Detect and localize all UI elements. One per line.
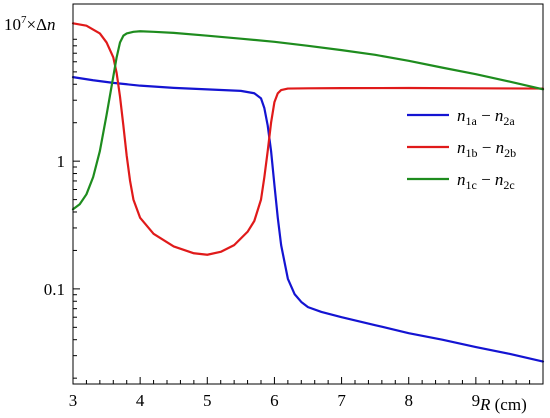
series-line-a <box>71 76 545 363</box>
y-axis-label-var: n <box>47 15 56 34</box>
y-axis-label: 107×Δn <box>4 14 56 34</box>
legend-item-a: n1a − n2a <box>407 106 515 128</box>
legend-label-part: − <box>478 138 496 157</box>
legend-label-part: n <box>496 138 505 157</box>
legend-label-part: n <box>457 170 466 189</box>
y-axis-label-exponent: 7 <box>21 14 27 26</box>
legend-item-b: n1b − n2b <box>407 138 516 160</box>
x-tick-label: 4 <box>136 391 145 410</box>
series-line-c <box>71 30 545 211</box>
legend-label-b: n1b − n2b <box>457 138 516 160</box>
y-axis-label-mid: ×Δ <box>27 15 48 34</box>
series-line-b <box>71 22 545 256</box>
legend-label-c: n1c − n2c <box>457 170 515 192</box>
legend-label-a: n1a − n2a <box>457 106 515 128</box>
x-axis-label: R (cm) <box>479 395 527 414</box>
legend-label-part: − <box>477 170 495 189</box>
plot-frame <box>72 3 544 385</box>
legend-label-part: 2b <box>504 146 516 160</box>
x-tick-label: 7 <box>337 391 346 410</box>
x-tick-label: 5 <box>203 391 212 410</box>
axis-ticks: 3 4 5 6 7 8 9 1 0.1 <box>44 38 531 410</box>
legend-label-part: 2a <box>503 114 515 128</box>
legend-item-c: n1c − n2c <box>407 170 515 192</box>
legend-label-part: n <box>457 106 466 125</box>
y-tick-label: 0.1 <box>44 280 65 299</box>
legend-label-part: 1c <box>466 178 477 192</box>
x-tick-label: 6 <box>270 391 279 410</box>
legend-label-part: − <box>477 106 495 125</box>
x-tick-label: 8 <box>404 391 413 410</box>
legend-label-part: n <box>495 106 504 125</box>
legend-label-part: 1a <box>466 114 478 128</box>
legend-label-part: n <box>457 138 466 157</box>
x-tick-label: 9 <box>472 391 481 410</box>
legend-label-part: 1b <box>466 146 478 160</box>
x-axis-label-unit: (cm) <box>490 395 526 414</box>
x-tick-label: 3 <box>69 391 78 410</box>
x-axis-label-var: R <box>479 395 491 414</box>
y-axis-label-prefix: 10 <box>4 15 21 34</box>
y-tick-label: 1 <box>57 152 66 171</box>
legend-label-part: 2c <box>503 178 514 192</box>
legend-label-part: n <box>495 170 504 189</box>
series-group <box>71 22 545 363</box>
